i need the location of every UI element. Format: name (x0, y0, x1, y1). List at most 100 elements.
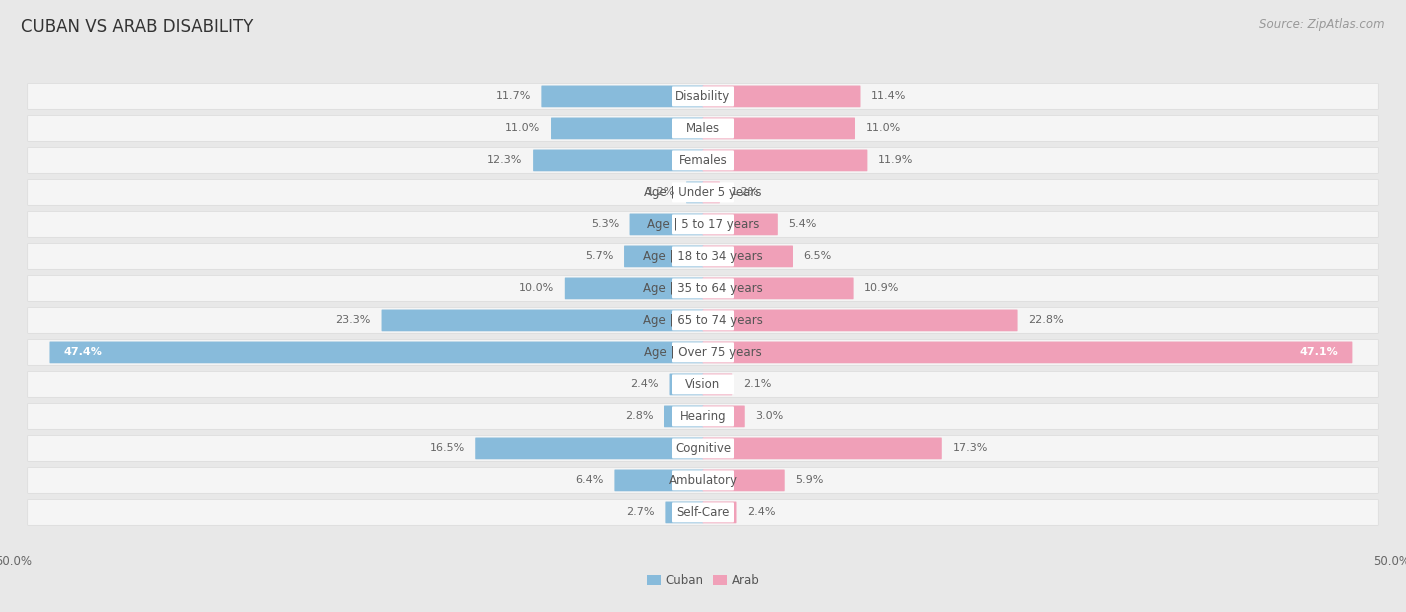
FancyBboxPatch shape (703, 245, 793, 267)
Text: 5.4%: 5.4% (789, 219, 817, 230)
Text: Males: Males (686, 122, 720, 135)
Text: 6.4%: 6.4% (575, 476, 603, 485)
Text: 10.0%: 10.0% (519, 283, 554, 293)
FancyBboxPatch shape (28, 308, 1378, 333)
FancyBboxPatch shape (28, 116, 1378, 141)
FancyBboxPatch shape (664, 406, 703, 427)
FancyBboxPatch shape (28, 436, 1378, 461)
Text: 16.5%: 16.5% (429, 444, 464, 453)
FancyBboxPatch shape (28, 275, 1378, 301)
Text: Self-Care: Self-Care (676, 506, 730, 519)
FancyBboxPatch shape (672, 247, 734, 266)
Text: 2.1%: 2.1% (742, 379, 772, 389)
FancyBboxPatch shape (672, 182, 734, 203)
Text: 11.7%: 11.7% (495, 91, 531, 102)
FancyBboxPatch shape (686, 182, 703, 203)
FancyBboxPatch shape (28, 403, 1378, 429)
FancyBboxPatch shape (624, 245, 703, 267)
Text: 11.0%: 11.0% (866, 124, 901, 133)
FancyBboxPatch shape (533, 149, 703, 171)
FancyBboxPatch shape (703, 277, 853, 299)
FancyBboxPatch shape (703, 118, 855, 140)
Text: Vision: Vision (685, 378, 721, 391)
FancyBboxPatch shape (672, 342, 734, 362)
Text: Age | 35 to 64 years: Age | 35 to 64 years (643, 282, 763, 295)
Text: 5.7%: 5.7% (585, 252, 613, 261)
FancyBboxPatch shape (28, 499, 1378, 525)
FancyBboxPatch shape (672, 86, 734, 106)
FancyBboxPatch shape (669, 373, 703, 395)
Text: 17.3%: 17.3% (952, 444, 988, 453)
Text: 1.2%: 1.2% (731, 187, 759, 198)
Text: 2.4%: 2.4% (630, 379, 659, 389)
Text: 23.3%: 23.3% (336, 315, 371, 326)
FancyBboxPatch shape (672, 438, 734, 458)
Text: 5.9%: 5.9% (796, 476, 824, 485)
FancyBboxPatch shape (703, 469, 785, 491)
FancyBboxPatch shape (551, 118, 703, 140)
FancyBboxPatch shape (703, 86, 860, 107)
FancyBboxPatch shape (672, 375, 734, 394)
FancyBboxPatch shape (703, 501, 737, 523)
Text: Source: ZipAtlas.com: Source: ZipAtlas.com (1260, 18, 1385, 31)
Text: Age | 18 to 34 years: Age | 18 to 34 years (643, 250, 763, 263)
FancyBboxPatch shape (665, 501, 703, 523)
Text: 3.0%: 3.0% (755, 411, 783, 422)
FancyBboxPatch shape (475, 438, 703, 459)
FancyBboxPatch shape (28, 84, 1378, 109)
FancyBboxPatch shape (672, 406, 734, 427)
Text: CUBAN VS ARAB DISABILITY: CUBAN VS ARAB DISABILITY (21, 18, 253, 36)
Text: 6.5%: 6.5% (804, 252, 832, 261)
FancyBboxPatch shape (703, 310, 1018, 331)
Text: 22.8%: 22.8% (1028, 315, 1064, 326)
FancyBboxPatch shape (672, 310, 734, 330)
Text: Ambulatory: Ambulatory (668, 474, 738, 487)
Text: Age | 65 to 74 years: Age | 65 to 74 years (643, 314, 763, 327)
FancyBboxPatch shape (614, 469, 703, 491)
Text: 11.0%: 11.0% (505, 124, 540, 133)
FancyBboxPatch shape (703, 406, 745, 427)
FancyBboxPatch shape (28, 212, 1378, 237)
Text: 47.4%: 47.4% (63, 348, 103, 357)
FancyBboxPatch shape (672, 118, 734, 138)
FancyBboxPatch shape (672, 278, 734, 299)
Text: 11.9%: 11.9% (877, 155, 914, 165)
Text: 1.2%: 1.2% (647, 187, 675, 198)
FancyBboxPatch shape (672, 151, 734, 170)
FancyBboxPatch shape (541, 86, 703, 107)
Text: Females: Females (679, 154, 727, 167)
FancyBboxPatch shape (28, 371, 1378, 397)
Text: 5.3%: 5.3% (591, 219, 619, 230)
Text: Cognitive: Cognitive (675, 442, 731, 455)
FancyBboxPatch shape (28, 244, 1378, 269)
Text: 2.7%: 2.7% (626, 507, 655, 517)
Text: 10.9%: 10.9% (865, 283, 900, 293)
Text: Disability: Disability (675, 90, 731, 103)
Text: 2.8%: 2.8% (624, 411, 654, 422)
Text: Age | Over 75 years: Age | Over 75 years (644, 346, 762, 359)
Text: 11.4%: 11.4% (872, 91, 907, 102)
FancyBboxPatch shape (703, 214, 778, 235)
Text: Age | 5 to 17 years: Age | 5 to 17 years (647, 218, 759, 231)
Text: 12.3%: 12.3% (486, 155, 523, 165)
FancyBboxPatch shape (672, 502, 734, 523)
FancyBboxPatch shape (28, 468, 1378, 493)
Text: Age | Under 5 years: Age | Under 5 years (644, 186, 762, 199)
FancyBboxPatch shape (703, 182, 720, 203)
FancyBboxPatch shape (630, 214, 703, 235)
Text: Hearing: Hearing (679, 410, 727, 423)
FancyBboxPatch shape (703, 149, 868, 171)
Text: 2.4%: 2.4% (747, 507, 776, 517)
FancyBboxPatch shape (28, 340, 1378, 365)
FancyBboxPatch shape (381, 310, 703, 331)
FancyBboxPatch shape (28, 179, 1378, 205)
FancyBboxPatch shape (49, 341, 703, 364)
Text: 47.1%: 47.1% (1299, 348, 1339, 357)
Legend: Cuban, Arab: Cuban, Arab (641, 569, 765, 591)
FancyBboxPatch shape (565, 277, 703, 299)
FancyBboxPatch shape (672, 214, 734, 234)
FancyBboxPatch shape (703, 373, 733, 395)
FancyBboxPatch shape (28, 147, 1378, 173)
FancyBboxPatch shape (703, 438, 942, 459)
FancyBboxPatch shape (703, 341, 1353, 364)
